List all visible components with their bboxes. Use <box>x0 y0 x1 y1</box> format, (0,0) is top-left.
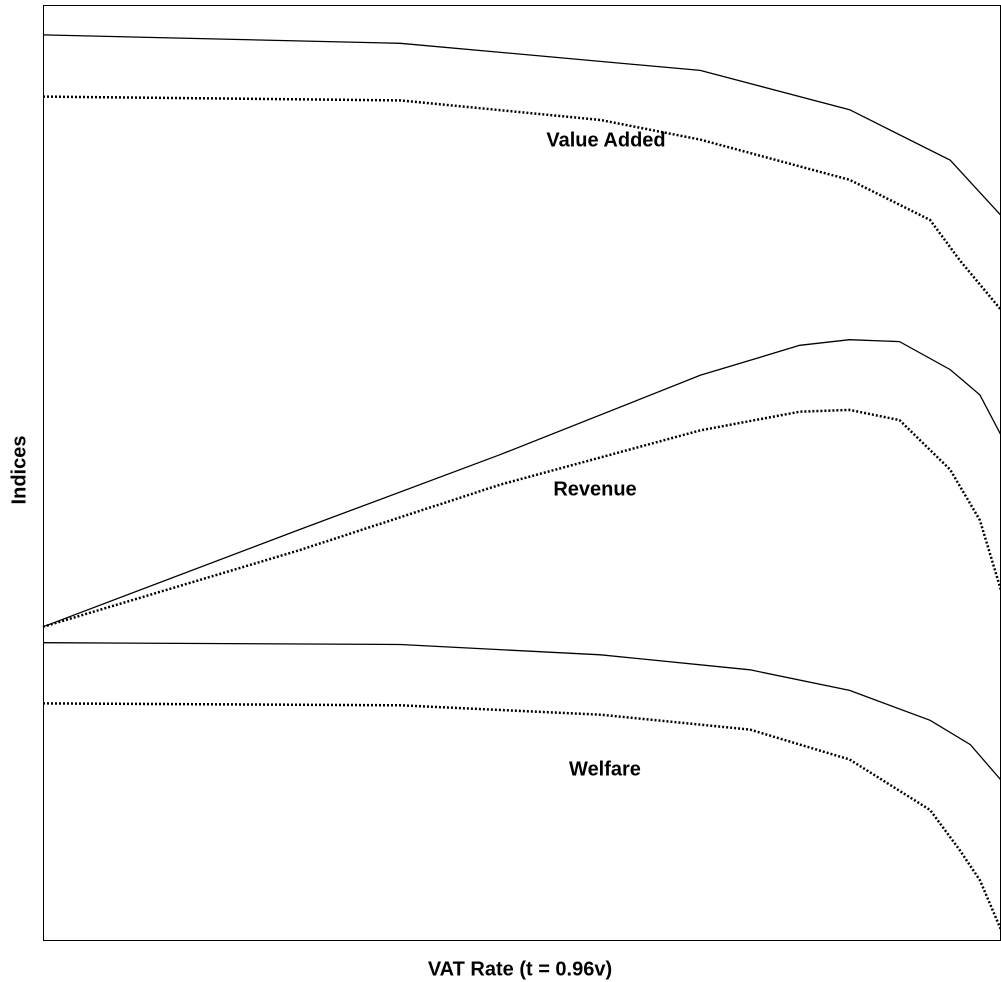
x-axis-label: VAT Rate (t = 0.96v) <box>428 958 612 980</box>
series-line <box>42 95 1001 311</box>
annotation: Welfare <box>569 758 641 780</box>
series-line <box>42 34 1001 216</box>
series-line <box>42 702 1001 931</box>
y-axis-label: Indices <box>8 436 30 505</box>
series-line <box>42 642 1001 781</box>
plot-frame <box>43 5 1001 941</box>
annotation: Value Added <box>546 129 665 151</box>
annotation: Revenue <box>553 478 636 500</box>
series-line <box>42 408 1001 628</box>
series-line <box>42 339 1001 628</box>
